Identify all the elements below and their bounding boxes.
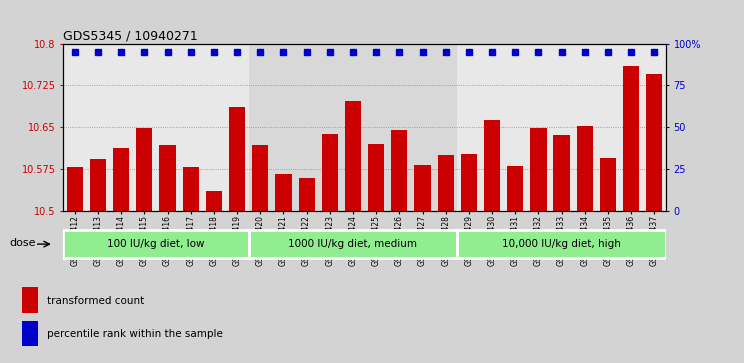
Bar [90, 159, 106, 211]
Bar [507, 166, 523, 211]
Text: GDS5345 / 10940271: GDS5345 / 10940271 [63, 29, 198, 42]
Bar [600, 158, 616, 211]
Bar [414, 165, 431, 211]
Bar [63, 44, 248, 211]
Bar [484, 120, 500, 211]
Bar [67, 167, 83, 211]
FancyBboxPatch shape [63, 230, 248, 258]
Bar [623, 66, 639, 211]
Text: percentile rank within the sample: percentile rank within the sample [47, 329, 223, 339]
Text: transformed count: transformed count [47, 296, 144, 306]
Bar [577, 126, 593, 211]
Bar [368, 144, 384, 211]
Bar [554, 135, 570, 211]
Text: dose: dose [9, 237, 36, 248]
FancyBboxPatch shape [458, 230, 666, 258]
Bar [345, 101, 361, 211]
Bar [159, 145, 176, 211]
Bar [248, 44, 458, 211]
FancyBboxPatch shape [248, 230, 458, 258]
Bar [458, 44, 666, 211]
Bar [136, 128, 153, 211]
Bar [647, 74, 662, 211]
Text: 1000 IU/kg diet, medium: 1000 IU/kg diet, medium [289, 239, 417, 249]
Bar [113, 148, 129, 211]
Bar [275, 174, 292, 211]
Text: 100 IU/kg diet, low: 100 IU/kg diet, low [107, 239, 205, 249]
Bar [391, 130, 408, 211]
Bar [252, 146, 269, 211]
Bar [298, 178, 315, 211]
Bar [530, 128, 547, 211]
Bar [321, 134, 338, 211]
Text: 10,000 IU/kg diet, high: 10,000 IU/kg diet, high [502, 239, 621, 249]
Bar [206, 191, 222, 211]
Bar [229, 107, 246, 211]
Bar [22, 321, 38, 346]
Bar [437, 155, 454, 211]
Bar [22, 287, 38, 313]
Bar [182, 167, 199, 211]
Bar [461, 154, 477, 211]
